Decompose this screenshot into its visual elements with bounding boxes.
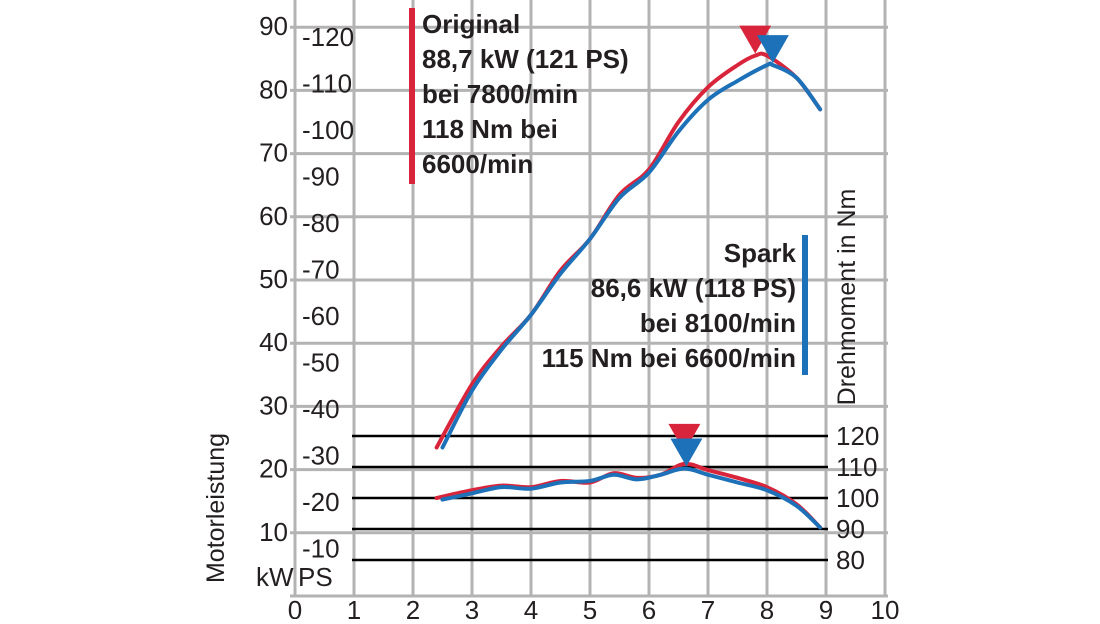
kw-tick-70: 70	[259, 138, 288, 168]
kw-unit-label: kW	[256, 562, 294, 592]
peak-markers	[668, 25, 789, 467]
x-tick-0: 0	[288, 595, 302, 619]
grid	[290, 0, 888, 598]
torque-curve-spark	[440, 466, 823, 530]
x-tick-7: 7	[701, 595, 715, 619]
legend-original-line-1: Original	[422, 9, 520, 39]
legend-spark-line-3: bei 8100/min	[640, 308, 796, 338]
curves	[434, 51, 823, 530]
kw-tick-20: 20	[259, 454, 288, 484]
legend-original-line-2: 88,7 kW (121 PS)	[422, 44, 629, 74]
ps-tick-60: -60	[302, 301, 340, 331]
ps-tick-110: -110	[302, 69, 352, 99]
ps-tick-80: -80	[302, 208, 340, 238]
nm-tick-110: 110	[836, 452, 877, 482]
nm-tick-120: 120	[836, 421, 879, 451]
kw-tick-80: 80	[259, 74, 288, 104]
y-axis-title-power: Motorleistung	[202, 433, 230, 583]
x-tick-8: 8	[760, 595, 774, 619]
tick-labels: 0 1 2 3 4 5 6 7 8 9 10102030405060708090-10-20-30-…	[259, 0, 900, 624]
legend-original-line-3: bei 7800/min	[422, 79, 578, 109]
kw-tick-10: 10	[259, 517, 288, 547]
ps-tick-10: -10	[302, 534, 340, 564]
torque-peak-marker-original	[668, 423, 701, 452]
x-tick-3: 3	[465, 595, 479, 619]
x-tick-9: 9	[819, 595, 833, 619]
nm-tick-80: 80	[836, 545, 865, 575]
legend-spark-line-4: 115 Nm bei 6600/min	[542, 343, 796, 373]
x-tick-2: 2	[406, 595, 420, 619]
ps-tick-130: -130	[302, 0, 354, 6]
ps-tick-70: -70	[302, 255, 340, 285]
kw-tick-30: 30	[259, 390, 288, 420]
x-tick-10: 10	[871, 595, 900, 619]
x-tick-5: 5	[583, 595, 597, 619]
legend-original-line-4: 118 Nm bei	[422, 114, 558, 144]
torque-curve-original	[434, 461, 823, 530]
legend-spark-line-2: 86,6 kW (118 PS)	[591, 273, 796, 303]
power-peak-marker-original	[739, 25, 772, 54]
kw-tick-50: 50	[259, 264, 288, 294]
x-tick-4: 4	[524, 595, 538, 619]
legend-original-line-5: 6600/min	[422, 149, 533, 179]
ps-unit-label: PS	[298, 562, 333, 592]
ps-tick-50: -50	[302, 348, 340, 378]
x-tick-6: 6	[642, 595, 656, 619]
kw-tick-60: 60	[259, 201, 288, 231]
torque-peak-marker-spark	[670, 438, 703, 467]
power-peak-marker-spark	[756, 35, 789, 64]
torque-grid	[352, 434, 828, 562]
x-tick-1: 1	[347, 595, 361, 619]
nm-tick-100: 100	[836, 483, 879, 513]
legend-original: Original 88,7 kW (121 PS) bei 7800/min 1…	[409, 8, 629, 184]
kw-tick-40: 40	[259, 327, 288, 357]
power-curve-spark	[440, 61, 823, 450]
legend-spark: Spark 86,6 kW (118 PS) bei 8100/min 115 …	[542, 235, 808, 375]
legend-spark-line-1: Spark	[724, 238, 797, 268]
ps-tick-40: -40	[302, 394, 340, 424]
ps-tick-100: -100	[302, 115, 354, 145]
nm-tick-90: 90	[836, 514, 865, 544]
ps-tick-30: -30	[302, 441, 340, 471]
y-axis-title-torque: Drehmoment in Nm	[833, 189, 861, 406]
ps-tick-90: -90	[302, 162, 340, 192]
ps-tick-120: -120	[302, 22, 354, 52]
ps-tick-20: -20	[302, 487, 340, 517]
legend-spark-bar	[802, 235, 808, 375]
kw-tick-90: 90	[259, 11, 288, 41]
legend-original-bar	[409, 8, 415, 184]
